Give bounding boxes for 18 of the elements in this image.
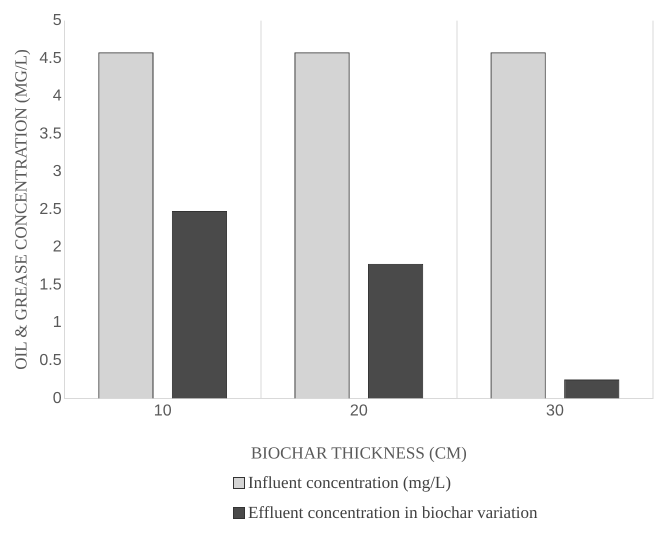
y-tick-label: 4.5 — [39, 50, 62, 67]
y-tick-label: 0.5 — [39, 352, 62, 370]
x-tick-label: 30 — [546, 402, 564, 420]
y-tick-label: 3.5 — [39, 125, 62, 142]
y-tick-label: 2.5 — [39, 200, 62, 218]
x-tick-label: 10 — [154, 402, 172, 420]
y-tick-label: 1 — [52, 314, 62, 332]
y-tick-label: 4 — [52, 88, 62, 105]
y-tick-label: 5 — [52, 12, 62, 30]
y-tick-label: 0 — [52, 390, 62, 407]
x-tick-label: 20 — [350, 402, 368, 420]
x-axis-title: BIOCHAR THICKNESS (CM) — [250, 443, 467, 462]
y-tick-label: 3 — [52, 163, 62, 180]
y-tick-label: 2 — [52, 238, 62, 256]
legend-label: Influent concentration (mg/L) — [248, 472, 451, 494]
y-tick-label: 1.5 — [39, 276, 62, 294]
legend-label: Effluent concentration in biochar variation — [248, 502, 538, 524]
y-axis-title: OIL & GREASE CONCENTRATION (MG/L) — [12, 49, 31, 370]
